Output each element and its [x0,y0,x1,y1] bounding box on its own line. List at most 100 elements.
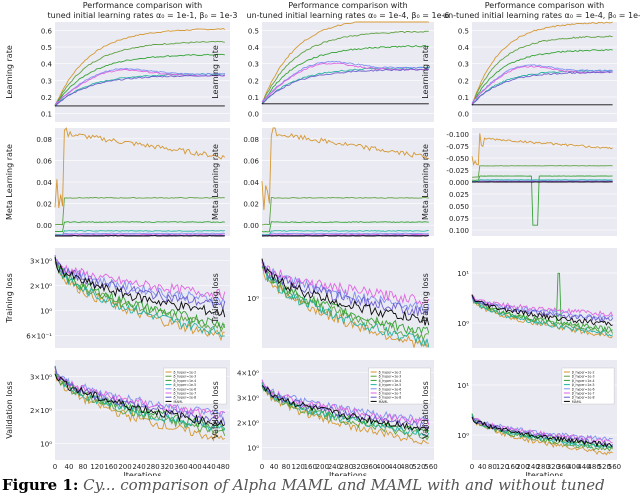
series-line-7 [261,68,429,105]
y-tick-label: -0.075 [446,143,469,151]
x-tick-label: 280 [340,463,353,471]
y-tick-label: 2×10⁰ [30,407,52,415]
y-tick-label: 3×10⁰ [30,258,52,266]
legend-entry: β_hyper=1e-3 [572,375,595,379]
x-tick-label: 320 [352,463,365,471]
column-title-line2: un-tuned initial learning rates α₀ = 1e-… [443,11,640,20]
y-tick-label: -0.050 [446,155,469,163]
y-tick-label: 0.050 [449,203,469,211]
y-axis-label: Meta Learning rate [421,144,430,220]
figure-caption: Figure 1: Cy... comparison of Alpha MAML… [2,476,640,498]
y-tick-label: 4×10⁰ [237,370,259,378]
legend-entry: β_hyper=1e-3 [379,375,402,379]
x-tick-label: 360 [174,463,187,471]
series-line-4 [261,230,429,236]
series-line-6 [54,259,226,301]
legend-entry: β_hyper=1e-7 [174,392,197,396]
x-tick-label: 280 [146,463,159,471]
y-tick-label: 0.3 [41,77,52,85]
x-tick-label: 560 [424,463,437,471]
series-line-4 [54,230,225,236]
y-tick-label: 0.5 [41,44,52,52]
x-tick-label: 120 [90,463,103,471]
y-tick-label: 10⁰ [40,308,52,316]
x-tick-label: 400 [567,463,580,471]
y-tick-label: -0.025 [446,167,469,175]
y-tick-label: 0.00 [36,222,52,230]
series-line-3 [54,261,226,329]
y-tick-label: 0.04 [36,179,52,187]
legend-box [368,367,431,405]
series-line-6 [54,367,225,420]
series-line-1 [54,27,226,107]
x-axis-label: Iterations [329,471,367,476]
series-line-4 [471,295,613,337]
legend-entry: β_hyper=1e-3 [174,375,197,379]
series-line-8 [471,416,613,449]
series-line-4 [54,257,225,337]
y-tick-label: 0.00 [243,222,259,230]
series-line-4 [261,66,429,104]
y-axis-label: Validation loss [211,381,220,439]
series-line-3 [472,175,613,226]
legend-entry: β_hyper=1e-4 [572,379,595,383]
series-line-6 [261,62,429,103]
y-tick-label: 0.2 [41,94,52,102]
series-line-3 [55,221,225,233]
y-tick-label: 0.02 [243,201,259,209]
x-tick-label: 360 [557,463,570,471]
y-tick-label: 0.5 [458,27,469,35]
series-line-7 [54,74,226,107]
y-axis-label: Learning rate [5,45,14,99]
series-line-4 [261,259,430,348]
legend-box [163,367,227,405]
legend-entry: β_hyper=1e-7 [572,392,595,396]
x-tick-label: 120 [292,463,305,471]
y-axis-label: Learning rate [211,45,220,99]
y-axis-label: Meta Learning rate [5,144,14,220]
y-tick-label: 0.6 [41,27,53,35]
plot-area [55,248,230,348]
series-line-3 [471,49,613,106]
series-line-7 [54,234,225,237]
legend-entry: MAML [379,400,389,404]
y-tick-label: 2×10⁰ [237,420,259,428]
series-line-1 [261,21,429,105]
y-tick-label: 0.1 [41,111,52,119]
x-tick-label: 40 [65,463,74,471]
series-line-1 [471,133,613,166]
x-tick-label: 400 [376,463,389,471]
series-line-5 [54,67,225,105]
x-tick-label: 200 [316,463,329,471]
column-title-line1: Performance comparison with [288,1,407,10]
x-tick-label: 480 [400,463,413,471]
series-line-8 [471,294,613,327]
x-tick-label: 520 [598,463,611,471]
legend-entry: β_hyper=1e-8 [174,396,197,400]
legend-entry: β_hyper=1e-4 [379,379,402,383]
y-tick-label: 10¹ [457,382,469,390]
x-tick-label: 400 [188,463,201,471]
legend-entry: β_hyper=1e-6 [174,387,197,391]
y-tick-label: 0.04 [243,179,259,187]
x-tick-label: 560 [608,463,621,471]
y-axis-label: Training loss [211,273,220,324]
legend-entry: β_hyper=1e-5 [379,383,402,387]
y-tick-label: 0.06 [36,157,52,165]
y-tick-label: 0.0 [458,111,469,119]
series-line-1 [261,381,429,445]
series-line-1 [54,127,226,209]
series-line-7 [54,255,226,311]
y-tick-label: 0.5 [248,27,259,35]
series-line-8 [54,373,226,427]
y-tick-label: 0.0 [248,111,259,119]
y-tick-label: 0.1 [458,94,469,102]
y-tick-label: 0.02 [36,201,52,209]
x-tick-label: 360 [364,463,377,471]
x-tick-label: 80 [282,463,291,471]
series-line-3 [54,53,225,106]
y-axis-label: Validation loss [5,381,14,439]
legend-entry: β_hyper=1e-8 [572,396,595,400]
series-line-6 [471,294,614,317]
